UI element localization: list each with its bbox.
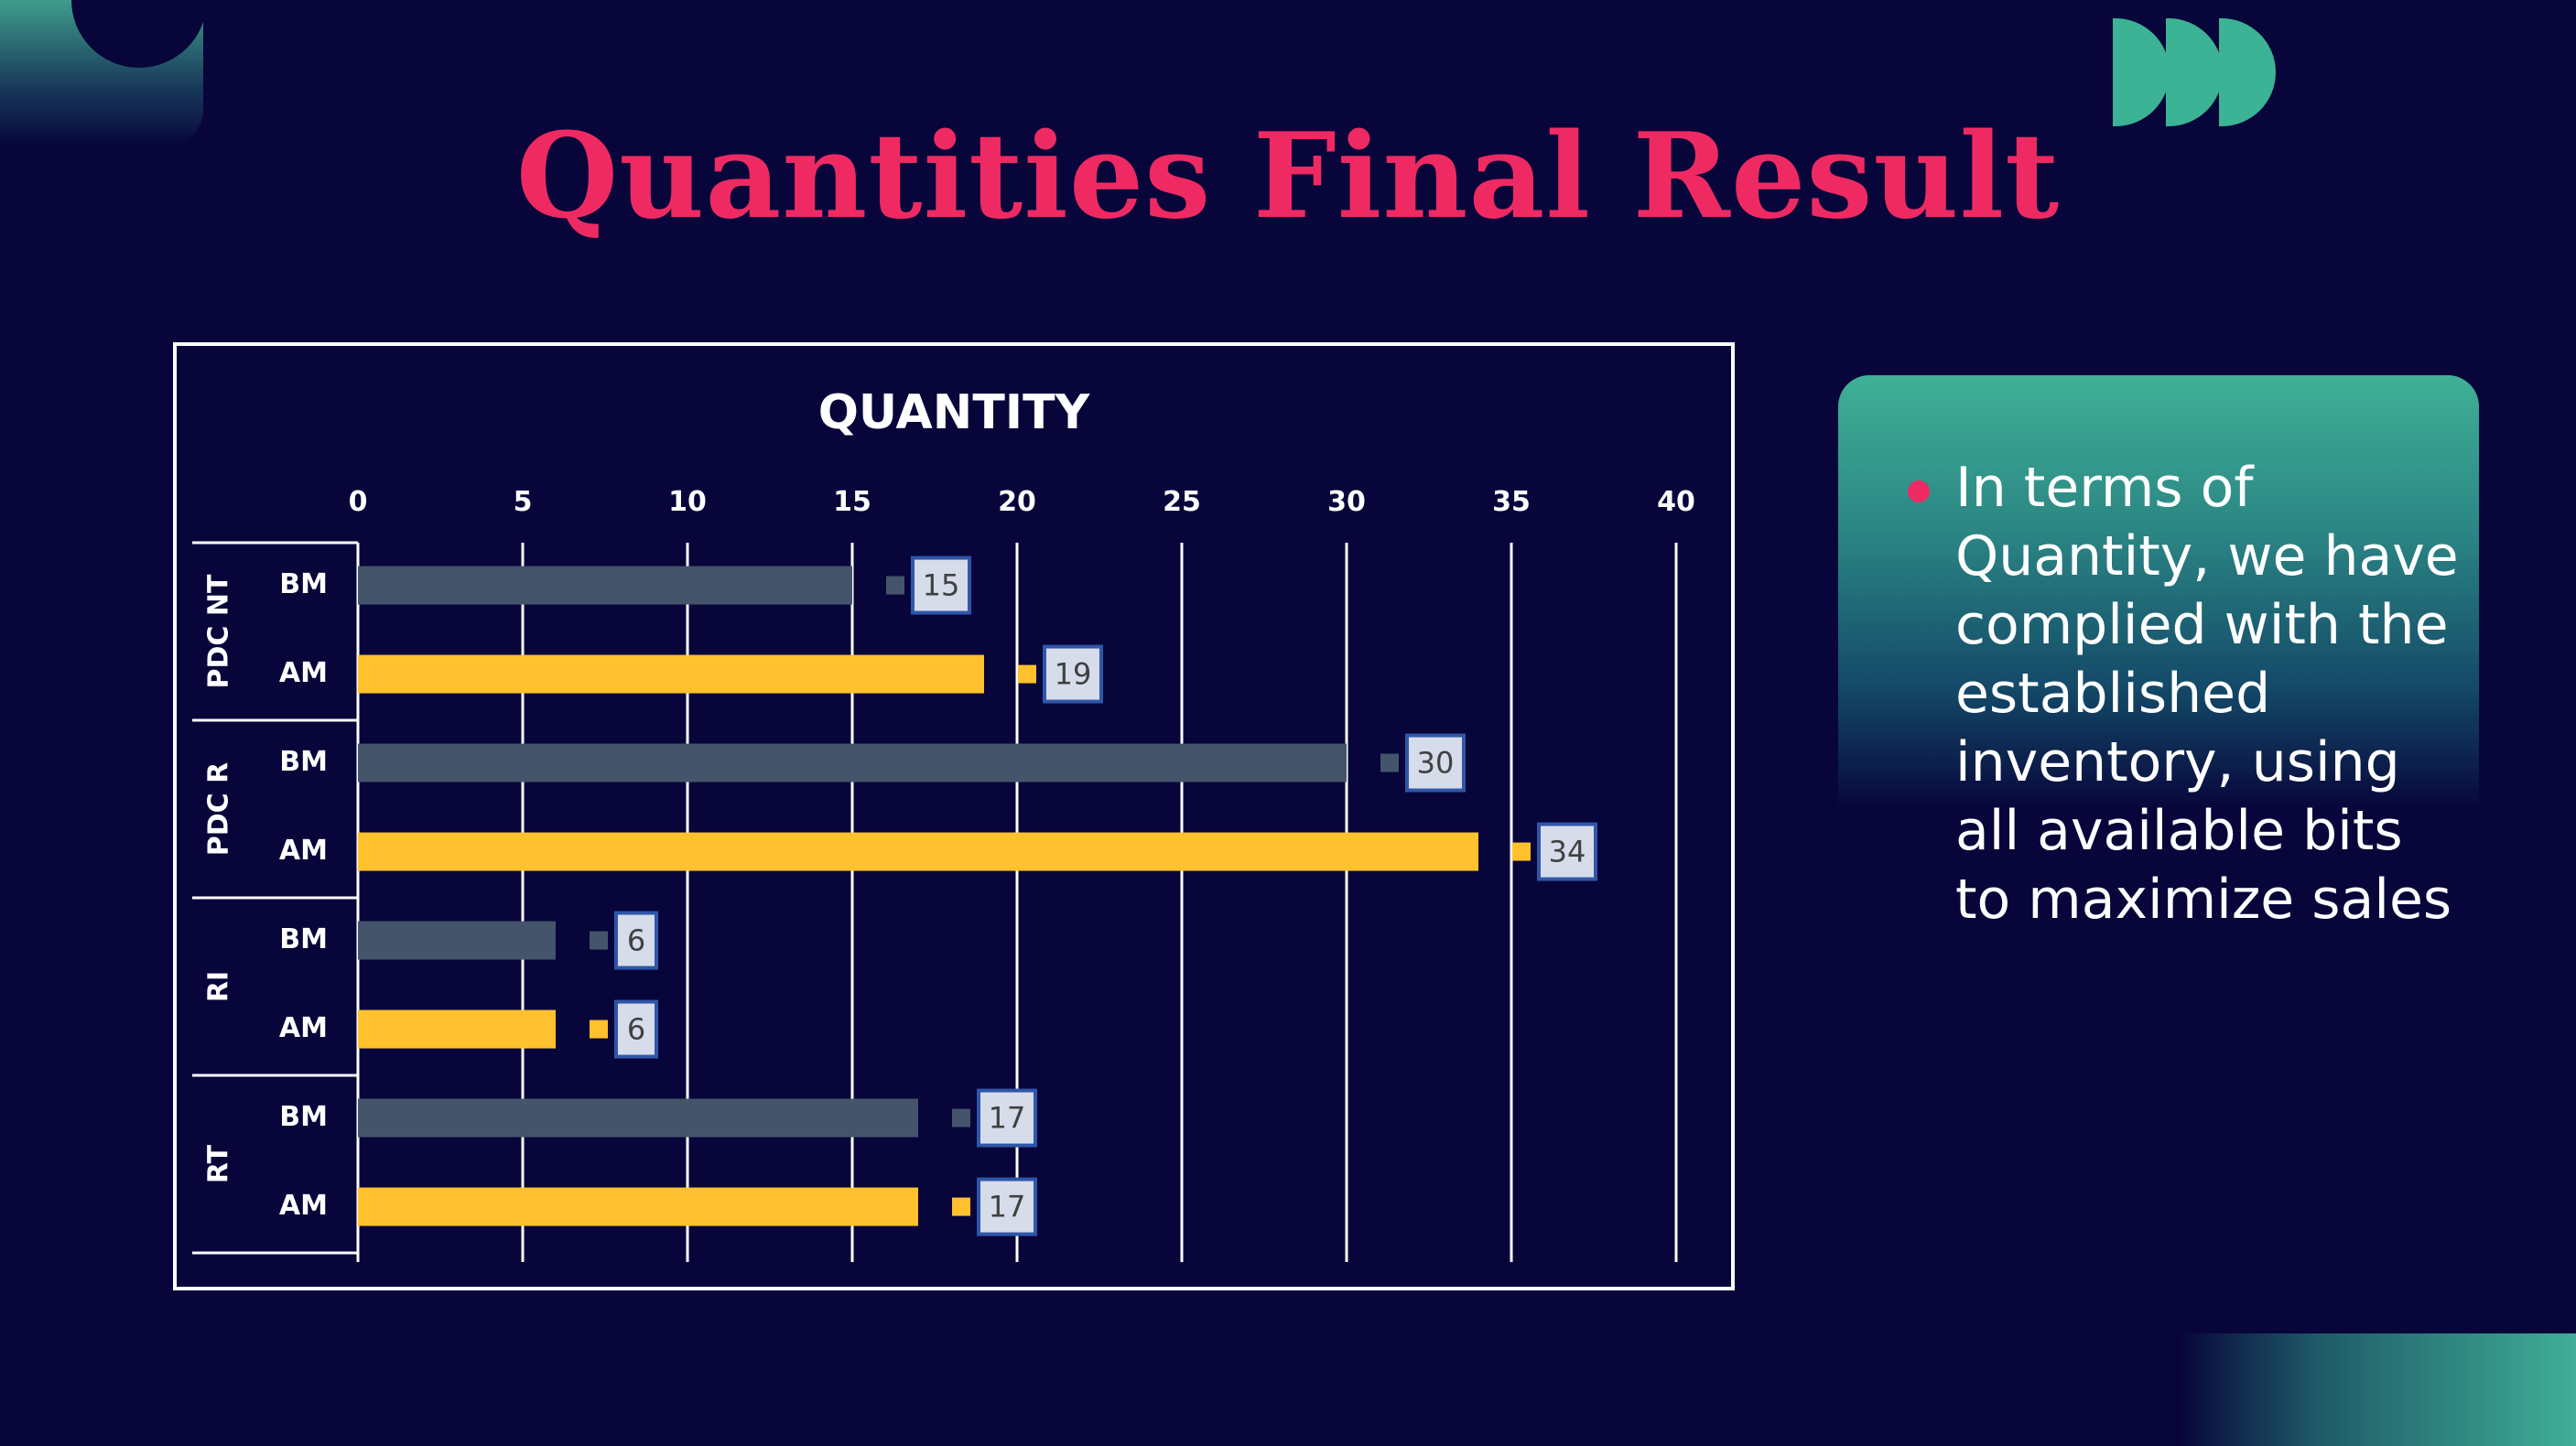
x-tick-label: 20: [998, 486, 1036, 518]
x-tick-label: 15: [833, 486, 871, 518]
data-label-box: [1043, 644, 1103, 704]
group-label: RI: [203, 971, 235, 1002]
row-label: AM: [279, 1190, 328, 1222]
x-tick-label: 25: [1163, 486, 1201, 518]
data-label: 17: [989, 1190, 1026, 1225]
data-label: 6: [627, 923, 645, 958]
data-label-key: [952, 1197, 970, 1216]
data-label-box: [977, 1088, 1037, 1148]
bullet-dot-icon: [1908, 480, 1930, 502]
corner-decoration-bottom-right: [2179, 1333, 2576, 1446]
bar-am: [358, 1187, 918, 1226]
x-tick-label: 5: [514, 486, 533, 518]
chevrons-icon: [2113, 18, 2278, 126]
bar-bm: [358, 743, 1347, 782]
data-label-key: [590, 1020, 608, 1039]
data-label-box: [911, 556, 971, 615]
data-label-key: [1380, 753, 1399, 772]
group-label: PDC R: [203, 762, 235, 856]
row-label: BM: [279, 1101, 328, 1133]
group-label: PDC NT: [203, 574, 235, 688]
chart-frame: [173, 342, 1735, 1290]
slide-title: Quantities Final Result: [515, 108, 2061, 245]
data-label-key: [886, 576, 904, 595]
chart-title: QUANTITY: [818, 385, 1091, 440]
x-tick-label: 10: [668, 486, 707, 518]
bar-bm: [358, 566, 852, 605]
data-label-box: [614, 911, 658, 970]
bar-bm: [358, 1098, 918, 1138]
data-label-box: [614, 999, 658, 1059]
data-label: 6: [627, 1012, 645, 1047]
row-label: AM: [279, 1012, 328, 1044]
x-tick-label: 30: [1327, 486, 1366, 518]
corner-decoration-top-left: [0, 0, 207, 146]
data-label: 19: [1055, 657, 1092, 692]
row-label: BM: [279, 746, 328, 778]
row-label: AM: [279, 657, 328, 689]
row-label: AM: [279, 835, 328, 867]
info-panel-text: In terms of Quantity, we have complied w…: [1955, 456, 2459, 932]
data-label-key: [590, 931, 608, 950]
row-label: BM: [279, 923, 328, 955]
group-label: RT: [203, 1144, 235, 1183]
info-panel: [1838, 375, 2479, 998]
x-tick-label: 0: [349, 486, 368, 518]
data-label: 15: [923, 568, 960, 603]
bar-bm: [358, 921, 556, 960]
bar-am: [358, 654, 984, 694]
data-label: 30: [1417, 746, 1455, 781]
data-label: 17: [989, 1101, 1026, 1136]
bar-am: [358, 832, 1478, 871]
data-label-key: [952, 1108, 970, 1128]
data-label-key: [1018, 664, 1036, 684]
data-label: 34: [1549, 835, 1586, 869]
bar-am: [358, 1009, 556, 1049]
data-label-box: [977, 1177, 1037, 1236]
data-label-box: [1405, 733, 1466, 793]
data-label-key: [1512, 842, 1531, 861]
row-label: BM: [279, 568, 328, 600]
x-tick-label: 40: [1657, 486, 1695, 518]
data-label-box: [1537, 822, 1597, 881]
x-tick-label: 35: [1492, 486, 1531, 518]
